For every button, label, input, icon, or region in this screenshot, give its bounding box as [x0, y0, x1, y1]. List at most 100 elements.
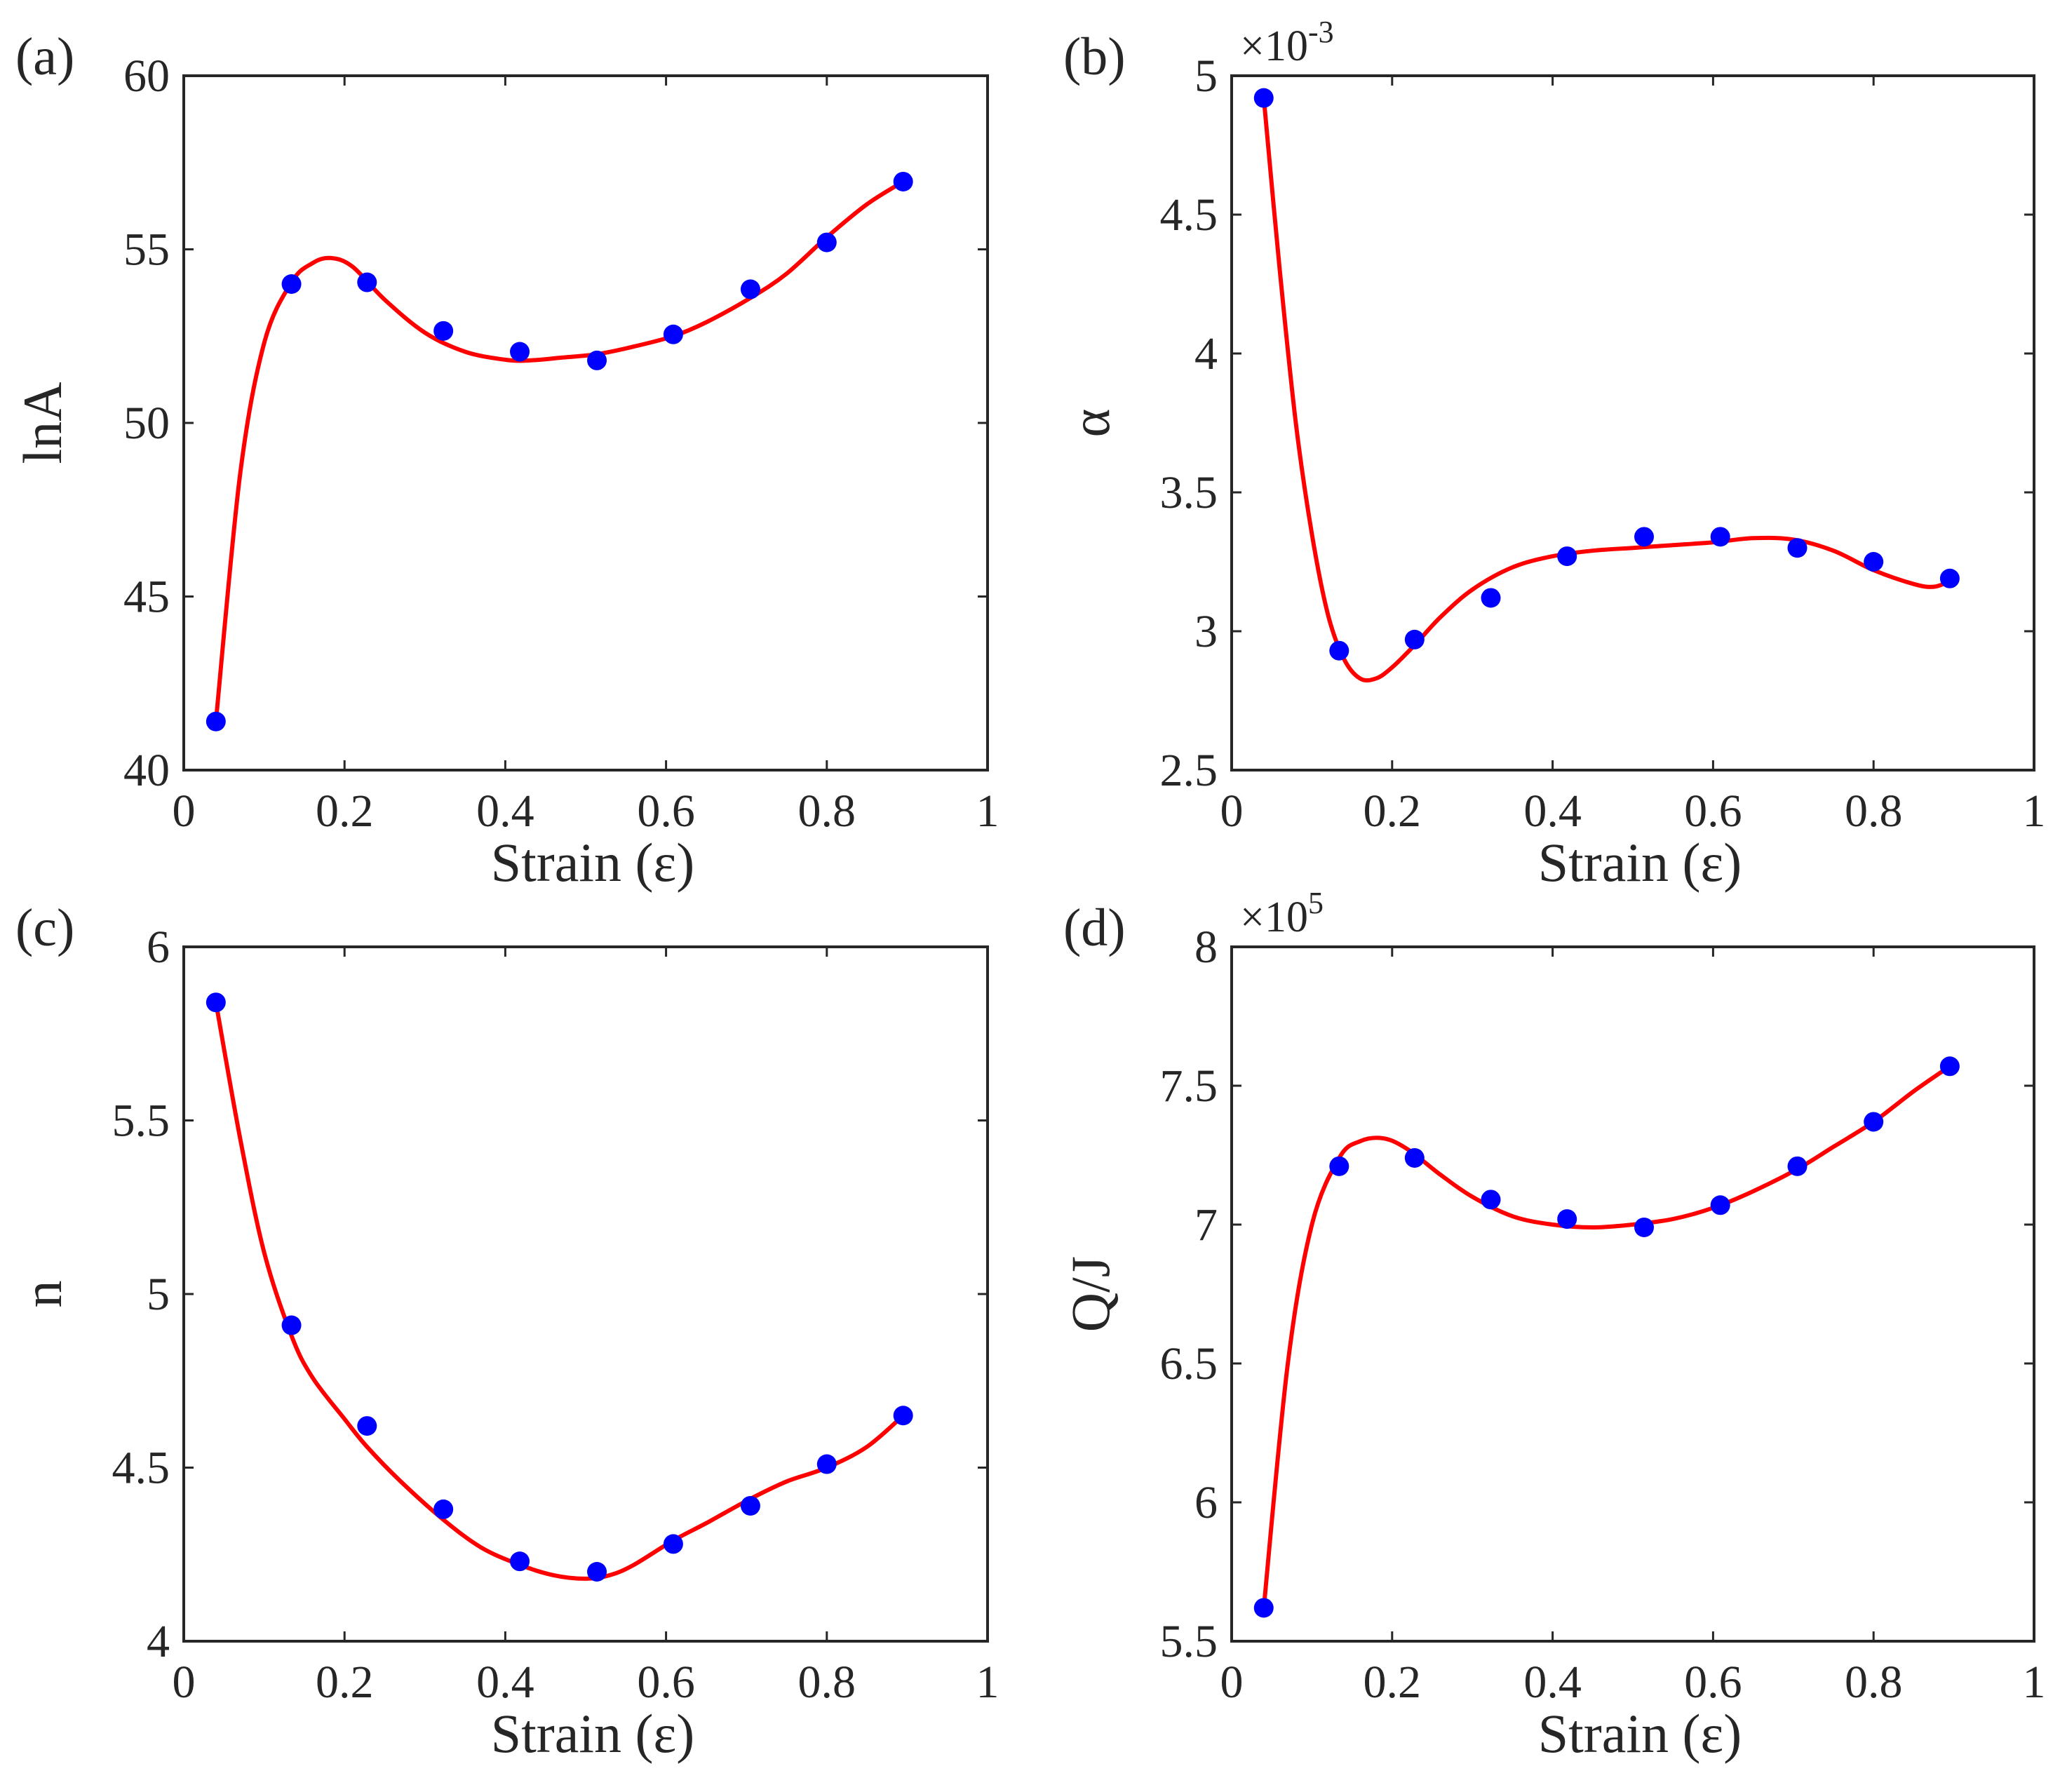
data-point	[206, 711, 226, 732]
x-tick-label: 0	[1220, 786, 1244, 837]
x-tick-label: 0	[173, 786, 196, 837]
chart-panel-d: 0 0.2 0.4 0.6 0.8 1 5.5 6 6.5 7 7.5 8 Strain (ε) Q/J (…	[1060, 886, 2046, 1764]
data-point	[663, 1534, 683, 1554]
x-tick-label: 1	[2023, 786, 2046, 837]
y-axis-label: Q/J	[1060, 1256, 1121, 1332]
axis-multiplier: ×105	[1240, 886, 1324, 941]
data-point	[1634, 1217, 1655, 1237]
data-point	[740, 279, 760, 299]
fit-curve	[213, 1002, 905, 1581]
data-point	[1481, 1190, 1501, 1210]
y-tick-label: 7	[1194, 1199, 1218, 1251]
data-point	[433, 1499, 454, 1519]
x-tick-label: 0.4	[1523, 786, 1582, 837]
chart-panel-a: 0 0.2 0.4 0.6 0.8 1 40 45 50 55 60 Strain (ε) lnA (a)	[12, 27, 999, 893]
fit-curve	[1261, 1064, 1951, 1608]
data-point	[1404, 1147, 1425, 1168]
x-tick-label: 0.2	[1364, 1657, 1422, 1708]
x-tick-label: 1	[2023, 1657, 2046, 1708]
y-tick-label: 2.5	[1160, 745, 1218, 796]
x-axis-label: Strain (ε)	[491, 1703, 695, 1764]
x-tick-label: 0.4	[1523, 1657, 1582, 1708]
data-point	[1864, 552, 1884, 572]
y-tick-label: 6	[1194, 1477, 1218, 1528]
chart-panel-b: 0 0.2 0.4 0.6 0.8 1 2.5 3 3.5 4 4.5 5 Strain (ε) α (b)…	[1060, 15, 2046, 893]
data-point	[433, 321, 454, 341]
y-tick-label: 7.5	[1160, 1060, 1218, 1112]
data-point	[206, 992, 226, 1013]
x-tick-label: 0.2	[316, 786, 374, 837]
plot-area	[1230, 945, 2035, 1643]
x-tick-label: 0.8	[798, 786, 856, 837]
x-tick-label: 0	[1220, 1657, 1244, 1708]
data-point	[1864, 1112, 1884, 1132]
y-tick-label: 3	[1194, 606, 1218, 657]
data-point	[1253, 1598, 1274, 1618]
x-tick-label: 0.6	[637, 786, 695, 837]
fit-curve	[1261, 97, 1951, 683]
data-point	[1787, 1156, 1807, 1176]
plot-area	[182, 945, 989, 1643]
chart-panel-c: 0 0.2 0.4 0.6 0.8 1 4 4.5 5 5.5 6 Strain (ε) n (c)	[12, 898, 999, 1764]
x-tick-label: 0.6	[637, 1657, 695, 1708]
x-axis-label: Strain (ε)	[491, 832, 695, 893]
x-tick-label: 0	[173, 1657, 196, 1708]
panel-label: (c)	[15, 898, 74, 957]
x-tick-label: 0.8	[1845, 1657, 1903, 1708]
data-point	[1329, 640, 1349, 661]
axis-multiplier-exponent: -3	[1308, 15, 1334, 49]
data-point	[1557, 1209, 1577, 1230]
x-tick-label: 0.8	[798, 1657, 856, 1708]
panel-label: (b)	[1063, 27, 1126, 86]
y-tick-label: 5.5	[112, 1096, 170, 1147]
y-tick-label: 4	[1194, 328, 1218, 379]
data-point	[1253, 88, 1274, 108]
x-tick-label: 1	[976, 1657, 999, 1708]
data-point	[1710, 527, 1730, 547]
panel-label: (d)	[1063, 898, 1126, 957]
x-tick-label: 0.2	[1364, 786, 1422, 837]
data-point	[1939, 1056, 1960, 1077]
x-tick-label: 0.8	[1845, 786, 1903, 837]
y-tick-label: 55	[123, 224, 170, 276]
data-point	[510, 342, 530, 362]
data-point	[587, 1562, 607, 1582]
data-point	[893, 171, 913, 191]
data-point	[663, 324, 683, 344]
x-axis-label: Strain (ε)	[1538, 832, 1742, 893]
data-point	[1710, 1195, 1730, 1215]
axis-multiplier: ×10-3	[1240, 15, 1334, 70]
data-point	[281, 274, 302, 294]
y-axis-label: n	[12, 1281, 73, 1308]
data-point	[816, 232, 837, 252]
fit-curve	[213, 180, 905, 722]
x-tick-label: 1	[976, 786, 999, 837]
data-point	[357, 272, 377, 292]
data-point	[893, 1406, 913, 1426]
y-axis-label: lnA	[12, 382, 73, 464]
data-point	[357, 1416, 377, 1436]
x-axis-label: Strain (ε)	[1538, 1703, 1742, 1764]
y-tick-label: 40	[123, 745, 170, 796]
panel-label: (a)	[15, 27, 74, 86]
data-point	[1634, 527, 1655, 547]
x-tick-label: 0.6	[1684, 1657, 1742, 1708]
plot-area	[182, 74, 989, 772]
x-tick-label: 0.2	[316, 1657, 374, 1708]
y-tick-label: 4.5	[1160, 189, 1218, 241]
y-tick-label: 5	[1194, 50, 1218, 102]
y-tick-label: 4.5	[112, 1443, 170, 1494]
y-tick-label: 6.5	[1160, 1338, 1218, 1389]
x-tick-label: 0.6	[1684, 786, 1742, 837]
y-tick-label: 50	[123, 398, 170, 449]
plot-area	[1230, 74, 2035, 772]
data-point	[740, 1495, 760, 1516]
y-axis-label: α	[1060, 409, 1121, 438]
data-point	[281, 1315, 302, 1335]
data-point	[1329, 1156, 1349, 1176]
x-tick-label: 0.4	[476, 1657, 534, 1708]
data-point	[1481, 588, 1501, 608]
y-tick-label: 6	[147, 922, 170, 973]
data-point	[510, 1551, 530, 1572]
